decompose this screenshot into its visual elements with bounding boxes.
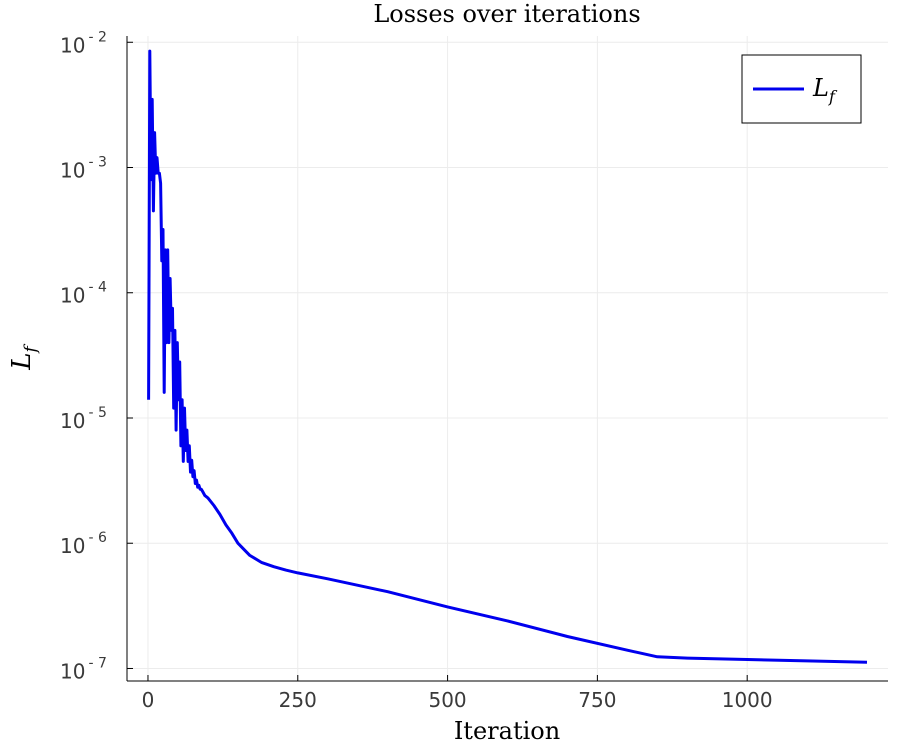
x-tick-label: 1000 — [722, 688, 773, 712]
svg-text:Lf: Lf — [7, 344, 41, 371]
legend-label-main: L — [812, 74, 829, 102]
x-axis-label: Iteration — [454, 717, 560, 745]
x-ticks: 0 250 500 750 1000 — [142, 675, 773, 712]
series-line-lf — [147, 49, 868, 664]
x-tick-label: 250 — [279, 688, 317, 712]
x-tick-label: 750 — [578, 688, 616, 712]
chart-title: Losses over iterations — [373, 0, 640, 28]
y-tick-label: 10- 2 — [60, 29, 107, 57]
y-tick-label: 10- 3 — [60, 155, 107, 183]
y-axis-label: Lf — [7, 344, 41, 371]
y-axis-label-main: L — [7, 353, 37, 371]
y-axis-label-sub: f — [21, 344, 41, 355]
x-tick-label: 0 — [142, 688, 155, 712]
y-ticks: 10- 7 10- 6 10- 5 10- 4 10- 3 10- 2 — [60, 29, 133, 683]
svg-text:Lf: Lf — [812, 74, 838, 106]
legend: Lf — [741, 54, 862, 124]
legend-label-sub: f — [828, 87, 838, 106]
x-tick-label: 500 — [428, 688, 466, 712]
y-tick-label: 10- 4 — [60, 280, 107, 308]
grid — [127, 36, 888, 681]
y-tick-label: 10- 5 — [60, 405, 107, 433]
y-tick-label: 10- 6 — [60, 530, 107, 558]
axes — [126, 36, 888, 682]
y-tick-label: 10- 7 — [60, 655, 107, 683]
